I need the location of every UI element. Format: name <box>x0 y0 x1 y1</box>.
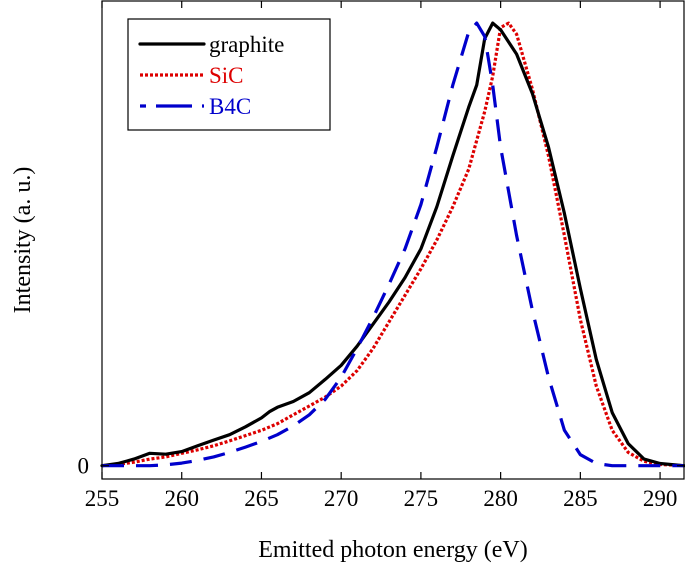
x-axis-label: Emitted photon energy (eV) <box>258 537 527 563</box>
x-tick-label: 275 <box>404 486 439 511</box>
series-b4c-line <box>102 21 684 468</box>
x-tick-label: 260 <box>164 486 199 511</box>
series-graphite-line <box>100 21 685 468</box>
x-tick-label: 290 <box>643 486 678 511</box>
legend: graphite SiC B4C <box>127 18 331 131</box>
x-tick-label: 285 <box>563 486 598 511</box>
y-axis-label: Intensity (a. u.) <box>10 167 36 314</box>
legend-label-b4c: B4C <box>209 94 251 119</box>
series-layer <box>100 21 685 468</box>
x-tick-label: 265 <box>244 486 279 511</box>
ticks-layer: 255 260 265 270 275 280 285 290 0 <box>78 1 684 511</box>
series-sic-line <box>101 21 685 468</box>
y-tick-label: 0 <box>78 454 90 479</box>
x-tick-label: 280 <box>483 486 518 511</box>
plot-frame <box>101 0 685 480</box>
legend-label-graphite: graphite <box>209 32 284 57</box>
x-tick-label: 255 <box>85 486 120 511</box>
legend-label-sic: SiC <box>209 63 244 88</box>
x-tick-label: 270 <box>324 486 359 511</box>
